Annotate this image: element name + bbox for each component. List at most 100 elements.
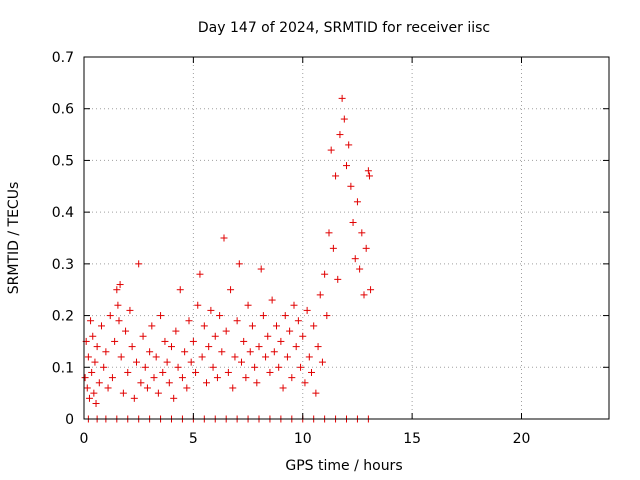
- y-tick-label: 0.7: [52, 50, 74, 66]
- data-point: [176, 286, 184, 294]
- data-point: [281, 312, 289, 320]
- data-point: [196, 270, 204, 278]
- data-point: [85, 394, 93, 402]
- data-point: [347, 182, 355, 190]
- data-point: [321, 270, 329, 278]
- y-tick-label: 0.2: [52, 309, 74, 325]
- x-tick-label: 0: [80, 431, 89, 447]
- data-point: [200, 322, 208, 330]
- data-point: [297, 363, 305, 371]
- data-point: [268, 296, 276, 304]
- data-point: [198, 353, 206, 361]
- data-point: [264, 332, 272, 340]
- y-tick-label: 0.1: [52, 360, 74, 376]
- x-tick-label: 20: [513, 431, 531, 447]
- data-point: [220, 234, 228, 242]
- data-point: [124, 368, 132, 376]
- data-point: [194, 301, 202, 309]
- data-point: [242, 374, 250, 382]
- data-point: [323, 312, 331, 320]
- data-point: [257, 265, 265, 273]
- data-point: [154, 389, 162, 397]
- data-point: [116, 281, 124, 289]
- data-point: [84, 353, 92, 361]
- y-axis-label: SRMTID / TECUs: [6, 182, 22, 295]
- data-point: [209, 363, 217, 371]
- y-tick-label: 0: [65, 412, 74, 428]
- data-point: [163, 358, 171, 366]
- data-point: [114, 301, 122, 309]
- data-point: [301, 379, 309, 387]
- data-point: [161, 337, 169, 345]
- data-point: [294, 317, 302, 325]
- y-tick-label: 0.5: [52, 153, 74, 169]
- data-point: [181, 348, 189, 356]
- data-point: [133, 358, 140, 366]
- data-point: [251, 363, 259, 371]
- data-point: [356, 265, 364, 273]
- data-point: [192, 368, 200, 376]
- data-point: [345, 141, 353, 149]
- data-point: [88, 368, 96, 376]
- data-point: [327, 146, 335, 154]
- data-point: [174, 363, 182, 371]
- data-point: [338, 94, 346, 102]
- data-point: [244, 301, 252, 309]
- x-tick-label: 10: [294, 431, 312, 447]
- data-point: [213, 374, 221, 382]
- data-point: [216, 312, 224, 320]
- data-point: [205, 343, 213, 351]
- data-point: [139, 332, 147, 340]
- data-point: [141, 363, 149, 371]
- data-point: [273, 322, 280, 330]
- data-point: [148, 322, 156, 330]
- data-point: [303, 306, 311, 314]
- data-point: [358, 229, 366, 237]
- data-point: [178, 374, 186, 382]
- data-point: [332, 172, 340, 180]
- axis-ticks: [83, 56, 609, 420]
- data-point: [310, 322, 318, 330]
- data-point: [292, 343, 300, 351]
- data-point: [279, 384, 287, 392]
- y-tick-label: 0.3: [52, 257, 74, 273]
- data-point: [286, 327, 294, 335]
- data-points: [81, 94, 375, 423]
- data-point: [187, 358, 195, 366]
- x-tick-label: 5: [189, 431, 198, 447]
- data-point: [91, 358, 99, 366]
- data-point: [90, 389, 98, 397]
- data-point: [262, 353, 270, 361]
- data-point: [185, 317, 193, 325]
- data-point: [235, 260, 243, 268]
- data-point: [81, 374, 89, 382]
- data-point: [277, 337, 285, 345]
- x-axis-label: GPS time / hours: [285, 458, 402, 474]
- data-point: [255, 343, 263, 351]
- data-point: [227, 286, 235, 294]
- data-point: [288, 374, 296, 382]
- data-point: [290, 301, 298, 309]
- data-point: [211, 332, 219, 340]
- y-tick-labels: 0 0.1 0.2 0.3 0.4 0.5 0.6 0.7: [52, 50, 74, 428]
- grid: [84, 57, 609, 419]
- data-point: [340, 115, 348, 123]
- x-tick-label: 15: [403, 431, 421, 447]
- data-point: [117, 353, 125, 361]
- chart-title: Day 147 of 2024, SRMTID for receiver iis…: [198, 20, 490, 36]
- data-point: [93, 343, 101, 351]
- data-point: [83, 384, 91, 392]
- data-point: [351, 255, 359, 263]
- data-point: [334, 275, 342, 283]
- data-point: [246, 348, 254, 356]
- data-point: [253, 379, 261, 387]
- data-point: [203, 379, 210, 387]
- data-point: [183, 384, 191, 392]
- data-point: [325, 229, 333, 237]
- data-point: [146, 348, 154, 356]
- data-point: [98, 322, 105, 330]
- plot-frame: [83, 56, 610, 420]
- data-point: [270, 348, 278, 356]
- data-point: [218, 348, 226, 356]
